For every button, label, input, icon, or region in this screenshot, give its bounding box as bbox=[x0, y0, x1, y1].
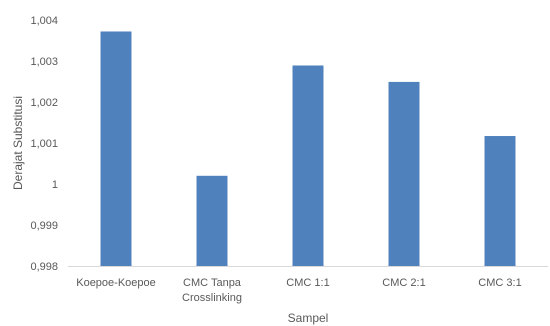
bar-1 bbox=[100, 31, 132, 267]
y-tick-label: 0,999 bbox=[30, 220, 58, 232]
y-tick-label: 1,001 bbox=[30, 138, 58, 150]
x-tick-label: CMC 1:1 bbox=[286, 277, 329, 289]
bar-3 bbox=[292, 65, 324, 266]
x-tick-label: Koepoe-Koepoe bbox=[76, 277, 156, 289]
x-tick-label: CMC Tanpa Crosslinking bbox=[182, 277, 242, 304]
x-tick-label: CMC 3:1 bbox=[478, 277, 521, 289]
x-tick-label: CMC 2:1 bbox=[382, 277, 425, 289]
y-tick-label: 1,002 bbox=[30, 97, 58, 109]
y-axis-title: Derajat Substitusi bbox=[11, 96, 25, 190]
y-tick-label: 1,004 bbox=[30, 15, 58, 27]
y-tick-label: 1,003 bbox=[30, 56, 58, 68]
x-axis-title: Sampel bbox=[288, 311, 329, 325]
bar-4 bbox=[388, 81, 420, 266]
bar-5 bbox=[484, 136, 516, 266]
y-axis-ticks: 0,998 0,999 1 1,001 1,002 1,003 1,004 bbox=[30, 15, 58, 273]
y-tick-label: 1 bbox=[52, 179, 58, 191]
x-axis-ticks: Koepoe-Koepoe CMC Tanpa Crosslinking CMC 1:… bbox=[76, 277, 521, 304]
bars bbox=[100, 31, 516, 267]
y-tick-label: 0,998 bbox=[30, 261, 58, 273]
bar-2 bbox=[196, 175, 228, 266]
